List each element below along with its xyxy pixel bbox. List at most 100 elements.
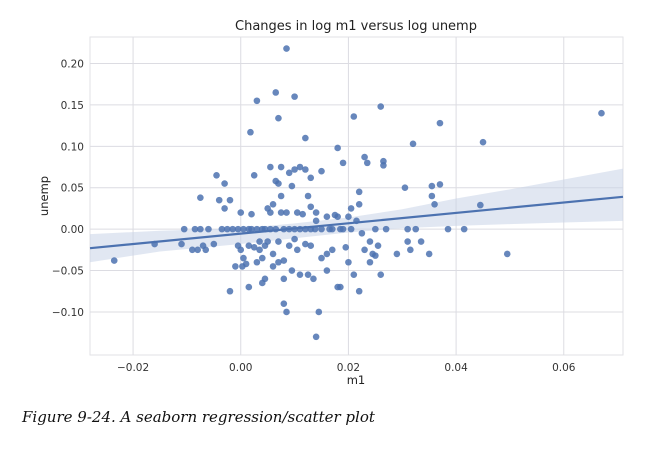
- data-point: [412, 225, 420, 233]
- data-point: [283, 209, 290, 216]
- data-point: [205, 225, 212, 233]
- data-point: [110, 257, 118, 264]
- data-point: [283, 308, 290, 316]
- data-point: [339, 159, 347, 167]
- data-point: [248, 225, 255, 233]
- data-point: [350, 113, 358, 120]
- data-point: [245, 242, 253, 249]
- data-point: [215, 196, 223, 204]
- data-point: [355, 200, 363, 208]
- data-point: [323, 213, 331, 221]
- y-tick-label: 0.15: [61, 100, 84, 112]
- data-point: [407, 246, 414, 254]
- data-point: [283, 45, 290, 52]
- data-point: [307, 242, 315, 249]
- data-point: [269, 250, 277, 258]
- data-point: [366, 258, 374, 266]
- data-point: [310, 275, 317, 283]
- data-point: [240, 225, 247, 233]
- data-point: [277, 209, 285, 216]
- data-point: [210, 240, 218, 248]
- data-point: [248, 210, 255, 218]
- data-point: [307, 174, 315, 182]
- data-point: [355, 287, 363, 295]
- data-point: [345, 213, 352, 221]
- data-point: [299, 210, 306, 218]
- data-point: [250, 171, 258, 179]
- x-tick-label: 0.00: [229, 362, 252, 374]
- data-point: [361, 246, 368, 254]
- data-point: [318, 225, 325, 233]
- data-point: [363, 159, 371, 167]
- data-point: [288, 267, 296, 274]
- data-point: [237, 209, 245, 216]
- data-point: [267, 209, 274, 216]
- data-point: [337, 283, 344, 291]
- y-tick-label: −0.10: [52, 307, 84, 319]
- data-point: [347, 205, 355, 212]
- data-point: [380, 162, 387, 169]
- data-point: [253, 258, 261, 266]
- data-point: [479, 138, 487, 146]
- data-point: [304, 271, 312, 278]
- data-point: [355, 188, 363, 196]
- data-point: [285, 242, 293, 249]
- data-point: [302, 134, 309, 142]
- data-point: [245, 283, 253, 291]
- data-point: [323, 250, 331, 258]
- data-point: [350, 271, 358, 278]
- data-point: [291, 235, 298, 243]
- data-point: [256, 238, 263, 245]
- data-point: [269, 200, 277, 208]
- data-point: [296, 163, 304, 171]
- data-point: [237, 246, 245, 254]
- data-point: [307, 203, 315, 211]
- data-point: [188, 246, 196, 254]
- data-point: [334, 144, 341, 152]
- data-points: [110, 45, 605, 341]
- data-point: [293, 246, 301, 254]
- data-point: [417, 238, 425, 245]
- data-point: [226, 287, 234, 295]
- data-point: [342, 244, 350, 251]
- data-point: [275, 258, 282, 266]
- data-point: [401, 184, 409, 192]
- scatter-chart: −0.02 0.00 0.02 0.04 0.06 −0.10 −0.05 0.00 0.05…: [37, 19, 624, 387]
- data-point: [229, 225, 236, 233]
- data-point: [253, 225, 261, 233]
- data-point: [280, 300, 288, 307]
- data-point: [431, 200, 438, 208]
- data-point: [256, 246, 263, 254]
- data-point: [226, 196, 234, 204]
- data-point: [425, 250, 433, 258]
- data-point: [197, 225, 204, 233]
- data-point: [275, 238, 282, 245]
- data-point: [240, 254, 247, 262]
- data-point: [302, 166, 309, 173]
- data-point: [428, 182, 436, 190]
- y-axis-label: unemp: [37, 176, 51, 216]
- data-point: [221, 180, 228, 187]
- data-point: [250, 244, 258, 251]
- data-point: [315, 308, 323, 316]
- data-point: [202, 246, 210, 254]
- data-point: [291, 166, 298, 173]
- data-point: [280, 257, 288, 264]
- confidence-band-layer: [90, 168, 623, 263]
- y-tick-label: 0.10: [61, 141, 84, 153]
- data-point: [312, 209, 320, 216]
- data-point: [253, 97, 261, 105]
- data-point: [377, 103, 385, 110]
- regression-line-layer: [89, 195, 624, 250]
- data-point: [280, 275, 288, 283]
- data-point: [409, 140, 417, 148]
- data-point: [328, 246, 336, 254]
- data-point: [232, 263, 239, 270]
- data-point: [318, 254, 325, 262]
- data-point: [347, 225, 355, 233]
- x-tick-label: 0.04: [444, 362, 468, 374]
- data-point: [197, 194, 204, 201]
- data-point: [180, 225, 188, 233]
- regression-line: [89, 195, 624, 250]
- data-point: [178, 240, 185, 248]
